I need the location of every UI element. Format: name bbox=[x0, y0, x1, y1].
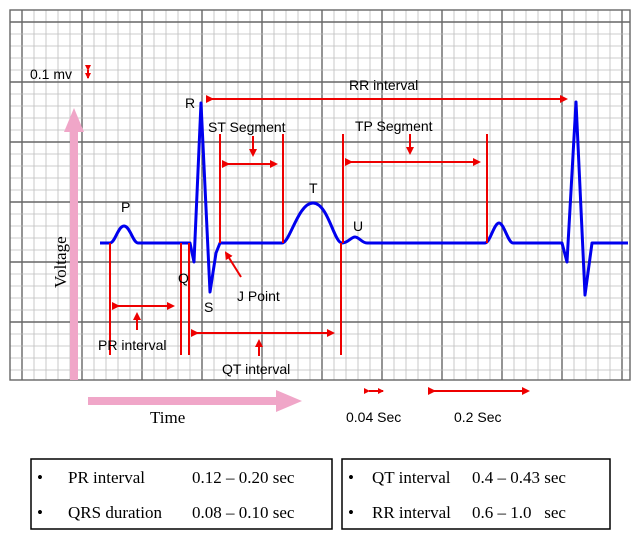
time-axis-arrow bbox=[88, 390, 302, 412]
grid-border bbox=[9, 9, 631, 381]
voltage-label: Voltage bbox=[51, 236, 70, 288]
large-box-time-label: 0.2 Sec bbox=[454, 409, 501, 425]
time-label: Time bbox=[150, 408, 185, 427]
table-right-row1-value: 0.4 – 0.43 sec bbox=[472, 468, 566, 487]
s-wave-label: S bbox=[204, 299, 213, 315]
svg-text:•: • bbox=[348, 468, 354, 487]
svg-text:•: • bbox=[37, 503, 43, 522]
table-right-row2-value: 0.6 – 1.0 sec bbox=[472, 503, 566, 522]
scale-label: 0.1 mv bbox=[30, 66, 72, 82]
annotations bbox=[85, 65, 568, 395]
tp-segment-label: TP Segment bbox=[355, 118, 433, 134]
table-left-row1-value: 0.12 – 0.20 sec bbox=[192, 468, 295, 487]
p-wave-label: P bbox=[121, 199, 130, 215]
q-wave-label: Q bbox=[178, 270, 189, 286]
table-right-row1-name: QT interval bbox=[372, 468, 451, 487]
interval-table-right: • QT interval 0.4 – 0.43 sec • RR interv… bbox=[341, 458, 611, 530]
pr-interval-label: PR interval bbox=[98, 337, 166, 353]
table-left-row2-name: QRS duration bbox=[68, 503, 162, 522]
svg-text:•: • bbox=[348, 503, 354, 522]
table-right-row2-name: RR interval bbox=[372, 503, 451, 522]
voltage-axis-arrow bbox=[64, 108, 84, 380]
small-box-time-label: 0.04 Sec bbox=[346, 409, 401, 425]
svg-text:•: • bbox=[37, 468, 43, 487]
r-wave-label: R bbox=[185, 95, 195, 111]
ecg-grid bbox=[9, 9, 631, 381]
rr-interval-label: RR interval bbox=[349, 77, 418, 93]
st-segment-label: ST Segment bbox=[208, 119, 286, 135]
qt-interval-label: QT interval bbox=[222, 361, 290, 377]
interval-table-left: • PR interval 0.12 – 0.20 sec • QRS dura… bbox=[30, 458, 333, 530]
ecg-trace bbox=[100, 100, 628, 297]
table-left-row2-value: 0.08 – 0.10 sec bbox=[192, 503, 295, 522]
table-left-row1-name: PR interval bbox=[68, 468, 145, 487]
j-point-label: J Point bbox=[237, 288, 280, 304]
t-wave-label: T bbox=[309, 180, 318, 196]
u-wave-label: U bbox=[353, 218, 363, 234]
